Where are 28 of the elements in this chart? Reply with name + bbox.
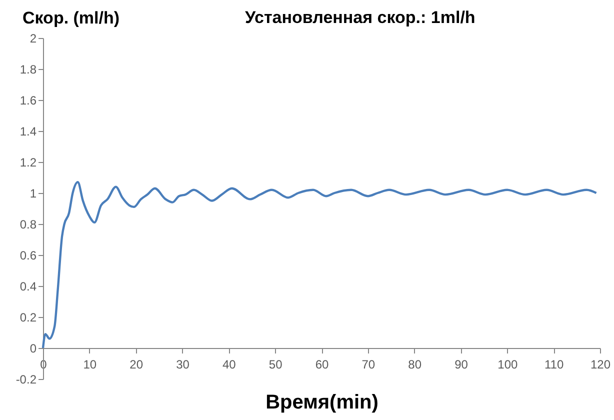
y-tick-label: 1.8	[20, 62, 37, 76]
y-tick-label: 0	[30, 342, 37, 356]
y-tick-label: -0.2	[16, 372, 37, 386]
y-tick-label: 0.6	[20, 248, 37, 262]
y-tick-label: 1	[30, 186, 37, 200]
x-tick-label: 80	[408, 358, 422, 372]
x-tick-label: 50	[268, 358, 283, 372]
chart-title: Установленная скор.: 1ml/h	[245, 8, 476, 27]
x-tick-label: 120	[590, 358, 611, 372]
x-tick-label: 100	[498, 358, 518, 372]
line-series	[42, 181, 598, 350]
y-tick-label: 0.2	[20, 310, 37, 324]
y-tick-label: 0.4	[20, 280, 37, 294]
x-tick-label: 30	[176, 358, 190, 372]
y-tick-label: 1.2	[20, 156, 37, 170]
y-axis-title: Скор. (ml/h)	[22, 8, 120, 28]
x-tick-label: 20	[130, 358, 144, 372]
x-tick-label: 60	[315, 358, 329, 372]
x-tick-label: 70	[362, 358, 376, 372]
x-axis-title: Время(min)	[266, 392, 378, 414]
x-tick-label: 90	[454, 358, 468, 372]
y-tick-label: 0.8	[20, 218, 37, 232]
y-tick-label: 1.6	[20, 94, 37, 108]
x-tick-label: 110	[544, 358, 564, 372]
y-tick-label: 2	[30, 32, 37, 46]
x-tick-label: 10	[83, 358, 97, 372]
y-tick-label: 1.4	[20, 124, 37, 138]
x-tick-label: 40	[222, 358, 236, 372]
